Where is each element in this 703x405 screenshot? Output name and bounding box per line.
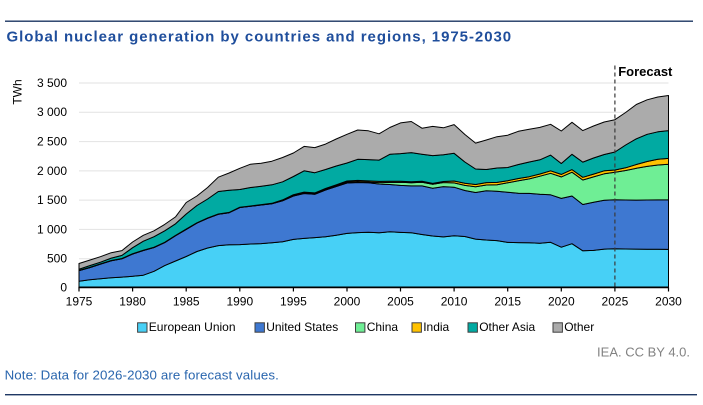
svg-text:Global nuclear generation by c: Global nuclear generation by countries a… xyxy=(7,29,513,46)
svg-text:TWh: TWh xyxy=(10,79,24,104)
svg-text:2 000: 2 000 xyxy=(37,164,67,178)
svg-text:2030: 2030 xyxy=(655,295,682,309)
svg-text:Note: Data for 2026-2030 are f: Note: Data for 2026-2030 are forecast va… xyxy=(5,367,279,382)
svg-text:Other: Other xyxy=(564,320,594,334)
svg-text:1 000: 1 000 xyxy=(37,222,67,236)
svg-text:2005: 2005 xyxy=(387,295,414,309)
svg-text:2025: 2025 xyxy=(602,295,629,309)
svg-text:1980: 1980 xyxy=(119,295,146,309)
svg-text:United States: United States xyxy=(266,320,338,334)
svg-text:2 500: 2 500 xyxy=(37,135,67,149)
svg-text:Other Asia: Other Asia xyxy=(479,320,535,334)
svg-text:China: China xyxy=(367,320,399,334)
svg-text:2000: 2000 xyxy=(334,295,361,309)
svg-text:0: 0 xyxy=(60,280,67,294)
svg-text:1975: 1975 xyxy=(66,295,93,309)
svg-text:500: 500 xyxy=(47,252,67,266)
svg-text:IEA. CC BY 4.0.: IEA. CC BY 4.0. xyxy=(597,345,690,360)
svg-text:1995: 1995 xyxy=(280,295,307,309)
svg-text:Forecast: Forecast xyxy=(618,64,673,79)
svg-text:India: India xyxy=(423,320,449,334)
svg-text:3 500: 3 500 xyxy=(37,76,67,90)
svg-text:2015: 2015 xyxy=(494,295,521,309)
svg-text:3 000: 3 000 xyxy=(37,105,67,119)
svg-text:2010: 2010 xyxy=(441,295,468,309)
svg-text:European Union: European Union xyxy=(149,320,236,334)
svg-text:1985: 1985 xyxy=(173,295,200,309)
svg-text:1 500: 1 500 xyxy=(37,193,67,207)
svg-text:1990: 1990 xyxy=(226,295,253,309)
svg-text:2020: 2020 xyxy=(548,295,575,309)
